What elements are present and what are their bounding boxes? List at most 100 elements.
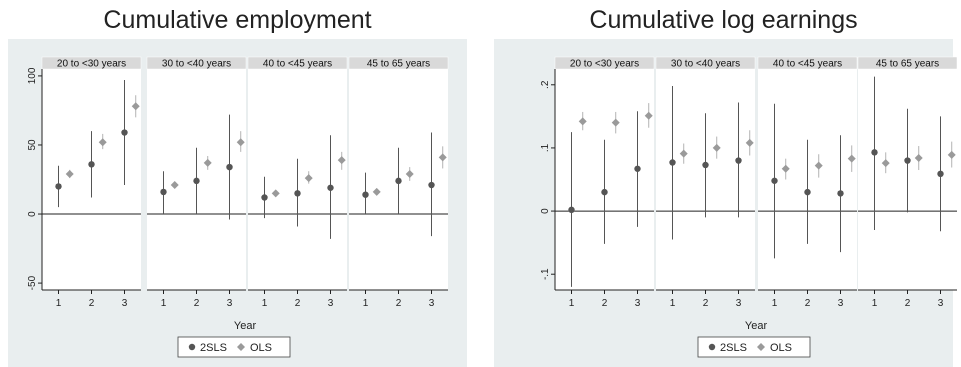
2sls-point xyxy=(804,188,811,196)
legend-2sls-marker xyxy=(708,343,716,351)
panel-label: 40 to <45 years xyxy=(773,59,842,70)
ols-point xyxy=(644,111,653,120)
y-tick-label: 0 xyxy=(27,211,38,217)
ols-point xyxy=(914,154,923,163)
ols-point xyxy=(814,161,823,170)
2sls-point xyxy=(193,177,200,185)
2sls-point xyxy=(601,188,608,196)
ols-point xyxy=(98,138,107,147)
panel-1: 20 to <30 years -.1 0 .1 .2 1 2 3 xyxy=(540,56,655,309)
x-tick-label: 3 xyxy=(938,298,944,309)
ols-point xyxy=(847,154,856,163)
x-tick-label: 3 xyxy=(122,298,128,309)
panel-2: 30 to <40 years 1 2 3 xyxy=(146,56,247,309)
legend-ols-marker xyxy=(757,343,765,351)
ols-point xyxy=(271,189,280,198)
y-tick-label: 50 xyxy=(27,139,38,151)
panel-label: 30 to <40 years xyxy=(671,59,740,70)
ols-point xyxy=(65,169,74,178)
ols-point xyxy=(304,174,313,183)
x-tick-label: 1 xyxy=(772,298,778,309)
figure-title: Cumulative employment xyxy=(103,6,372,34)
x-tick-label: 2 xyxy=(89,298,95,309)
ols-point xyxy=(170,181,179,190)
x-tick-label: 1 xyxy=(161,298,167,309)
x-tick-label: 3 xyxy=(635,298,641,309)
figure-title: Cumulative log earnings xyxy=(589,6,858,34)
x-tick-label: 2 xyxy=(905,298,911,309)
x-tick-label: 1 xyxy=(670,298,676,309)
2sls-point xyxy=(837,190,844,197)
2sls-point xyxy=(261,194,268,201)
x-tick-label: 1 xyxy=(363,298,369,309)
x-tick-label: 3 xyxy=(838,298,844,309)
chart-cumulative-log-earnings: 20 to <30 years-.10.1.21 2 330 to <40 year… xyxy=(494,39,958,367)
panel-2: 30 to <40 years 1 2 3 xyxy=(655,56,756,309)
2sls-point xyxy=(160,188,167,196)
2sls-point xyxy=(568,206,575,214)
2sls-point xyxy=(735,157,742,164)
panel-3: 40 to <45 years 1 2 3 xyxy=(247,56,348,309)
ols-point xyxy=(131,102,140,111)
panel-label: 45 to 65 years xyxy=(876,59,939,70)
x-tick-label: 1 xyxy=(262,298,268,309)
2sls-point xyxy=(428,181,435,189)
x-tick-label: 3 xyxy=(736,298,742,309)
ols-point xyxy=(679,149,688,158)
legend-ols-label: OLS xyxy=(250,342,272,354)
ols-point xyxy=(745,138,754,147)
ols-point xyxy=(881,159,890,168)
ols-point xyxy=(372,187,381,196)
x-tick-label: 2 xyxy=(194,298,200,309)
x-tick-label: 2 xyxy=(805,298,811,309)
legend-ols-marker xyxy=(237,343,245,351)
panel-4: 45 to 65 years 1 2 3 xyxy=(348,56,449,309)
2sls-point xyxy=(121,129,128,136)
x-tick-label: 3 xyxy=(328,298,334,309)
legend-box xyxy=(697,336,811,358)
2sls-point xyxy=(871,149,878,156)
y-tick-label: 100 xyxy=(27,67,38,84)
legend: 2SLS OLS xyxy=(697,336,811,358)
x-tick-label: 2 xyxy=(602,298,608,309)
ols-point xyxy=(405,169,414,178)
panel-label: 30 to <40 years xyxy=(162,59,231,70)
ols-point xyxy=(947,150,956,159)
chart-cumulative-employment: 20 to <30 years -50 0 50 100 1 2 3 30 to <40 yea… xyxy=(8,39,467,367)
x-tick-label: 2 xyxy=(396,298,402,309)
ols-point xyxy=(781,164,790,173)
2sls-point xyxy=(669,159,676,166)
2sls-point xyxy=(771,177,778,184)
panel-3: 40 to <45 years 1 2 3 xyxy=(757,56,858,309)
2sls-point xyxy=(395,177,402,185)
x-tick-label: 1 xyxy=(569,298,575,309)
2sls-point xyxy=(634,165,641,172)
2sls-point xyxy=(904,157,911,164)
legend-ols-label: OLS xyxy=(770,342,792,354)
x-tick-label: 1 xyxy=(872,298,878,309)
2sls-point xyxy=(88,161,95,168)
legend-2sls-marker xyxy=(188,343,196,351)
y-tick-label: .2 xyxy=(540,80,551,89)
ols-point xyxy=(438,153,447,162)
y-tick-label: .1 xyxy=(540,143,551,152)
legend-2sls-label: 2SLS xyxy=(200,342,227,354)
2sls-point xyxy=(362,191,369,198)
ols-point xyxy=(203,158,212,167)
x-tick-label: 2 xyxy=(295,298,301,309)
x-tick-label: 3 xyxy=(429,298,435,309)
legend-box xyxy=(177,336,291,358)
ols-point xyxy=(337,156,346,165)
x-axis-label: Year xyxy=(745,320,768,332)
2sls-point xyxy=(702,161,709,169)
y-tick-label: 0 xyxy=(540,208,551,214)
panel-label: 20 to <30 years xyxy=(57,59,126,70)
2sls-point xyxy=(327,184,334,191)
ols-point xyxy=(236,138,245,147)
2sls-point xyxy=(226,163,233,171)
y-tick-label: -50 xyxy=(27,275,38,290)
2sls-point xyxy=(294,190,301,197)
2sls-point xyxy=(937,170,944,178)
legend-2sls-label: 2SLS xyxy=(720,342,747,354)
panel-label: 20 to <30 years xyxy=(570,59,639,70)
